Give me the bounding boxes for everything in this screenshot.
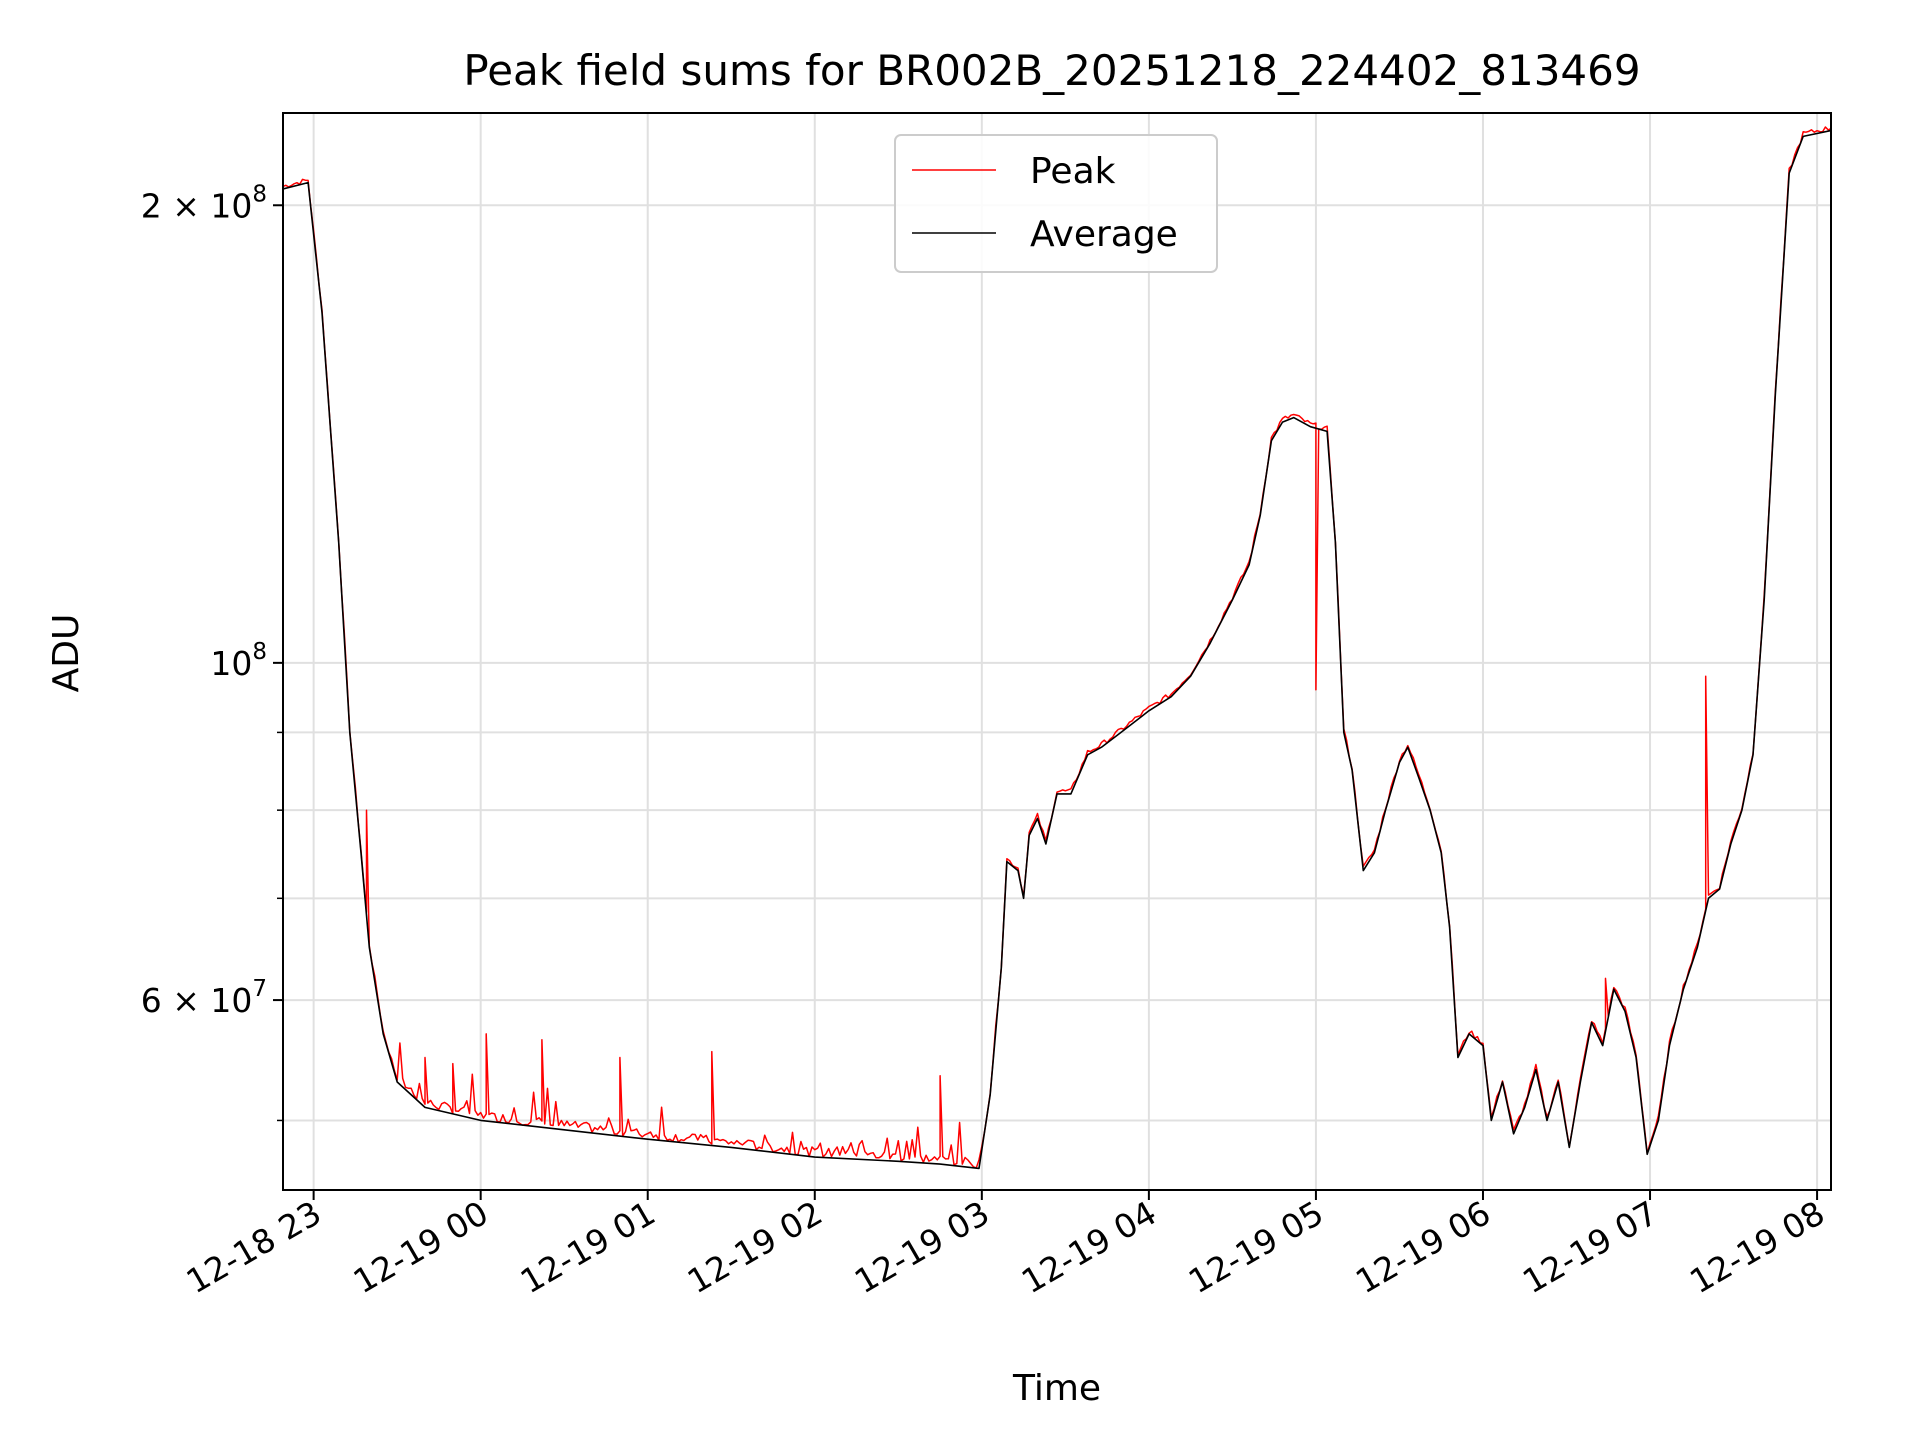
- y-axis-label: ADU: [46, 614, 87, 693]
- y-tick-label: 108: [210, 639, 267, 683]
- y-tick-label: 6 × 107: [141, 976, 267, 1020]
- series-line-average: [283, 129, 1831, 1170]
- y-tick-label: 2 × 108: [141, 181, 267, 225]
- chart-title: Peak field sums for BR002B_20251218_2244…: [463, 46, 1640, 95]
- axes-frame: [282, 112, 1832, 1191]
- legend-label-average: Average: [1030, 214, 1178, 255]
- legend-label-peak: Peak: [1030, 151, 1116, 192]
- x-axis-label: Time: [1012, 1368, 1101, 1409]
- plot-area: [283, 126, 1831, 1170]
- legend: Peak Average: [894, 134, 1218, 273]
- y-axis: 2 × 108 108 6 × 107: [141, 181, 283, 1122]
